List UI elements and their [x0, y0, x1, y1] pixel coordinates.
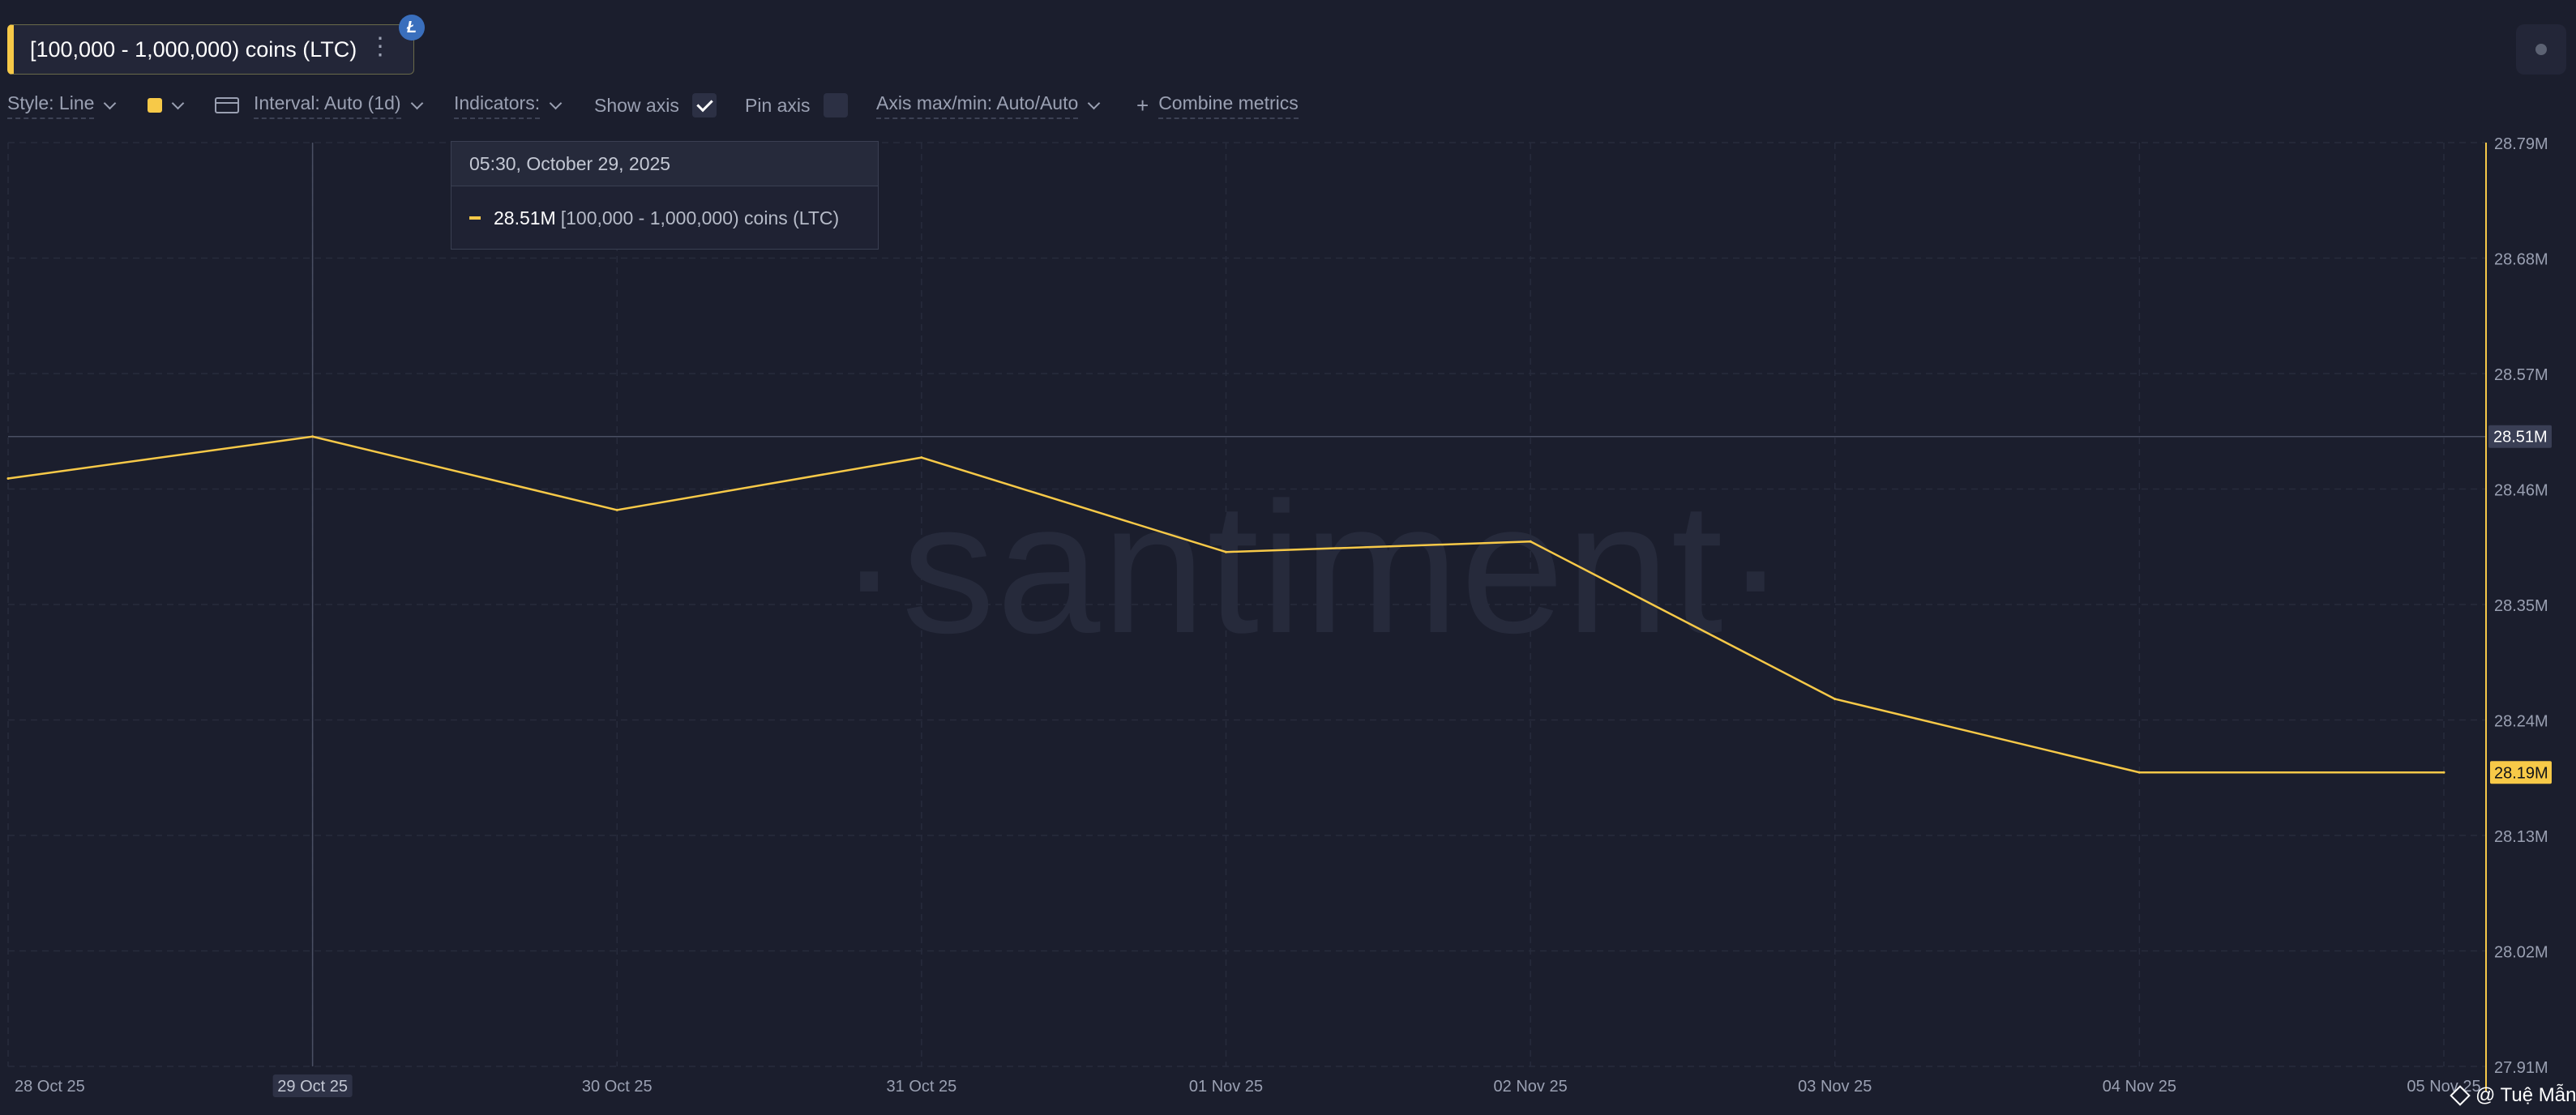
crosshair-value-label: 28.51M [2493, 429, 2548, 446]
user-watermark-text: @ Tuệ Mẫn [2475, 1084, 2576, 1106]
y-tick-label: 28.02M [2494, 944, 2548, 962]
axis-maxmin-dropdown[interactable]: Axis max/min: Auto/Auto [876, 89, 1101, 122]
data-point [2442, 771, 2445, 774]
y-tick-label: 28.46M [2494, 482, 2548, 500]
tooltip-row: 28.51M [100,000 - 1,000,000) coins (LTC) [451, 186, 878, 250]
pin-axis-label: Pin axis [745, 94, 811, 116]
x-tick-label: 01 Nov 25 [1189, 1078, 1263, 1096]
y-tick-label: 28.57M [2494, 366, 2548, 384]
pin-axis-toggle[interactable]: Pin axis [745, 89, 848, 122]
axis-maxmin-label: Axis max/min: Auto/Auto [876, 92, 1079, 119]
chart-marks [6, 143, 2486, 1066]
last-value-label: 28.19M [2494, 764, 2548, 782]
settings-button[interactable] [2516, 24, 2566, 75]
tooltip-date: 05:30, October 29, 2025 [451, 142, 878, 186]
x-tick-highlight [272, 1074, 353, 1097]
color-swatch [148, 98, 162, 113]
indicators-dropdown[interactable]: Indicators: [454, 89, 563, 122]
dot-icon [2535, 44, 2547, 55]
metric-pill[interactable]: [100,000 - 1,000,000) coins (LTC) ⋮ [7, 24, 414, 75]
data-point [615, 508, 618, 511]
interval-label: Interval: Auto (1d) [254, 92, 401, 119]
style-dropdown[interactable]: Style: Line [7, 89, 117, 122]
y-tick-label: 27.91M [2494, 1059, 2548, 1077]
santiment-watermark: ·santiment· [838, 464, 1788, 672]
y-tick-label: 28.79M [2494, 135, 2548, 153]
data-point [1834, 698, 1837, 701]
show-axis-label: Show axis [594, 94, 679, 116]
last-value-box [2490, 761, 2552, 784]
chart-tooltip: 05:30, October 29, 2025 28.51M [100,000 … [451, 141, 879, 250]
data-point [1529, 540, 1532, 543]
series-color-marker [469, 216, 481, 220]
y-tick-label: 28.13M [2494, 828, 2548, 846]
user-watermark: @ Tuệ Mẫn [2450, 1084, 2576, 1107]
x-tick-label: 04 Nov 25 [2103, 1078, 2176, 1096]
interval-dropdown[interactable]: Interval: Auto (1d) [215, 89, 423, 122]
combine-metrics-label: Combine metrics [1158, 92, 1299, 119]
interval-icon [215, 97, 239, 113]
binance-icon [2450, 1085, 2471, 1106]
metric-title: [100,000 - 1,000,000) coins (LTC) [30, 36, 357, 62]
plus-icon: + [1136, 92, 1149, 117]
y-tick-label: 28.68M [2494, 251, 2548, 269]
data-point [1225, 550, 1227, 553]
style-label: Style: Line [7, 92, 95, 119]
x-tick-label: 02 Nov 25 [1494, 1078, 1568, 1096]
combine-metrics-button[interactable]: + Combine metrics [1136, 89, 1299, 122]
chart-toolbar: Style: Line Interval: Auto (1d) Indicato… [0, 89, 1378, 122]
litecoin-icon: Ł [399, 15, 425, 41]
y-tick-label: 28.24M [2494, 713, 2548, 731]
tooltip-value: 28.51M [494, 207, 556, 229]
x-tick-label: 30 Oct 25 [582, 1078, 653, 1096]
x-tick-label: 03 Nov 25 [1798, 1078, 1872, 1096]
x-tick-label: 28 Oct 25 [15, 1078, 85, 1096]
data-point [6, 477, 10, 481]
tooltip-series-label: [100,000 - 1,000,000) coins (LTC) [560, 207, 840, 229]
show-axis-toggle[interactable]: Show axis [594, 89, 717, 122]
x-tick-label: 05 Nov 25 [2407, 1078, 2480, 1096]
chart-axes: 28.79M 28.68M 28.57M 28.46M 28.35M 28.24M 28.1… [15, 135, 2552, 1097]
more-options-icon[interactable]: ⋮ [368, 33, 392, 60]
x-tick-label: 31 Oct 25 [887, 1078, 957, 1096]
y-tick-label: 28.35M [2494, 597, 2548, 615]
pin-axis-checkbox[interactable] [823, 93, 848, 117]
data-point [920, 456, 923, 459]
data-point [311, 435, 315, 438]
crosshair-value-box [2488, 425, 2552, 448]
color-picker[interactable] [148, 89, 185, 122]
x-tick-label: 29 Oct 25 [277, 1078, 348, 1096]
indicators-label: Indicators: [454, 92, 541, 119]
data-point [2137, 771, 2141, 774]
show-axis-checkbox[interactable] [691, 93, 717, 117]
